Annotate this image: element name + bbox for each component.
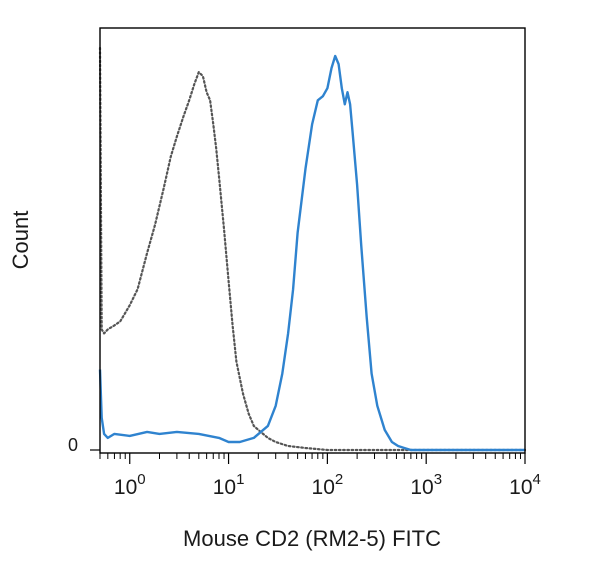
x-tick-exponent: 0 — [137, 471, 145, 488]
y-axis-ticks: 0 — [68, 435, 100, 455]
x-tick-base: 10 — [509, 476, 532, 499]
x-tick-base: 10 — [312, 476, 335, 499]
y-axis-label: Count — [8, 211, 33, 270]
x-axis-ticks: 100 101 102 103 104 — [99, 453, 541, 499]
series-stained-solid — [98, 54, 525, 452]
y-tick-label: 0 — [68, 435, 78, 455]
plot-frame — [99, 27, 526, 454]
series-control-dotted — [98, 46, 527, 452]
x-tick-base: 10 — [114, 476, 137, 499]
x-axis-label: Mouse CD2 (RM2-5) FITC — [183, 526, 441, 551]
x-tick-label: 101 — [213, 471, 245, 499]
x-tick-label: 104 — [509, 471, 541, 499]
x-tick-label: 103 — [410, 471, 442, 499]
plot-curves — [98, 46, 527, 452]
x-tick-base: 10 — [410, 476, 433, 499]
x-tick-exponent: 3 — [434, 471, 442, 488]
x-tick-label: 100 — [114, 471, 146, 499]
x-tick-exponent: 4 — [533, 471, 541, 488]
x-tick-exponent: 1 — [236, 471, 244, 488]
x-tick-label: 102 — [312, 471, 344, 499]
x-tick-exponent: 2 — [335, 471, 343, 488]
x-tick-base: 10 — [213, 476, 236, 499]
